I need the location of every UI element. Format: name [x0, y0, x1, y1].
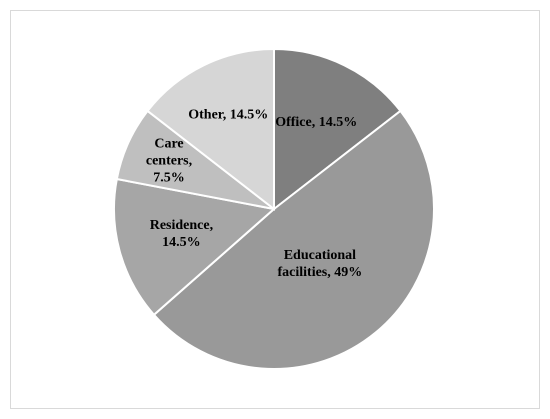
- data-label: Educational facilities, 49%: [278, 248, 363, 280]
- data-label: Care centers, 7.5%: [146, 137, 192, 186]
- pie-slice: [152, 109, 436, 371]
- data-label: Other, 14.5%: [188, 108, 268, 123]
- pie-slice: [113, 177, 277, 317]
- pie-slice: [146, 47, 275, 212]
- pie-slice: [273, 47, 402, 212]
- data-label: Office, 14.5%: [275, 115, 357, 130]
- data-label: Residence, 14.5%: [150, 218, 213, 250]
